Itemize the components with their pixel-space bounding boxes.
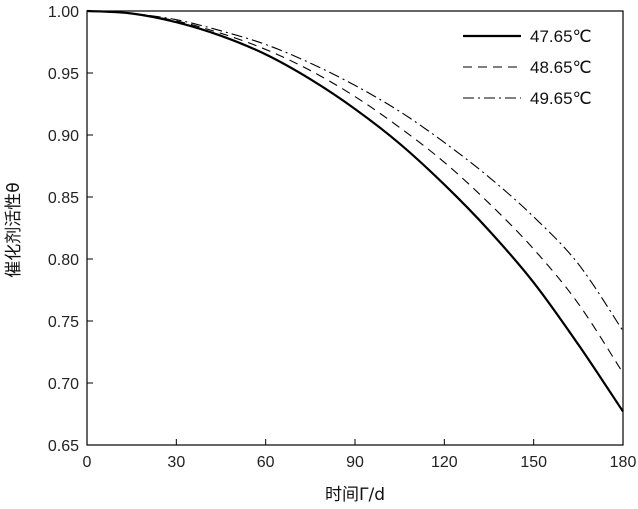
- legend-label-0: 47.65℃: [530, 27, 592, 46]
- x-tick-label: 120: [431, 454, 458, 471]
- y-tick-label: 0.95: [48, 66, 79, 83]
- x-tick-label: 90: [346, 454, 364, 471]
- y-tick-label: 1.00: [48, 4, 79, 21]
- x-tick-label: 60: [257, 454, 275, 471]
- y-axis-label: 催化剂活性θ: [4, 182, 24, 277]
- y-tick-label: 0.80: [48, 252, 79, 269]
- legend-label-1: 48.65℃: [530, 58, 592, 77]
- y-tick-label: 0.65: [48, 438, 79, 455]
- x-tick-label: 150: [520, 454, 547, 471]
- series-line-0: [86, 9, 624, 413]
- y-tick-label: 0.75: [48, 314, 79, 331]
- x-axis-label: 时间Γ/d: [325, 485, 385, 505]
- series-line-1: [86, 10, 624, 374]
- y-tick-label: 0.90: [48, 128, 79, 145]
- legend: 47.65℃ 48.65℃ 49.65℃: [463, 27, 592, 108]
- x-tick-label: 0: [83, 454, 92, 471]
- x-tick-label: 30: [167, 454, 185, 471]
- series-line-2: [86, 10, 624, 332]
- legend-label-2: 49.65℃: [530, 89, 592, 108]
- y-tick-label: 0.85: [48, 190, 79, 207]
- axis-labels: 时间Γ/d 催化剂活性θ: [4, 182, 385, 505]
- y-tick-label: 0.70: [48, 376, 79, 393]
- axis-ticks: 0 30 60 90 120 150 180 0.65 0.70 0.75 0.80 0.85 0.90…: [48, 4, 637, 471]
- x-tick-label: 180: [610, 454, 637, 471]
- series-lines: [86, 9, 624, 413]
